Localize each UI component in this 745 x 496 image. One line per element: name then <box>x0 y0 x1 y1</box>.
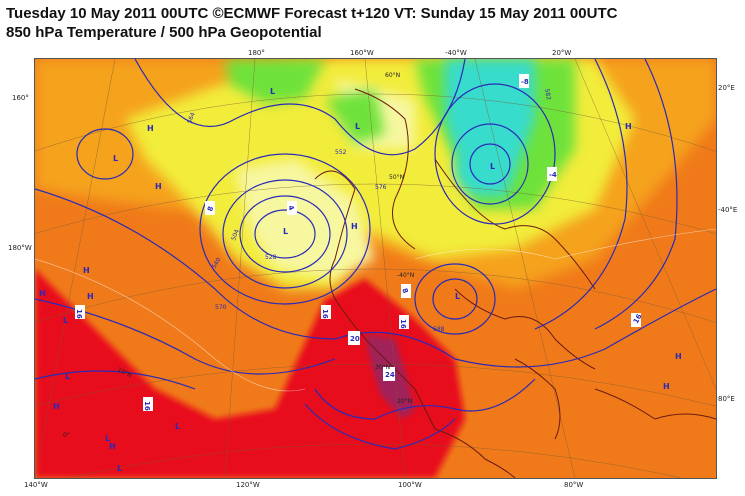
temperature-label-box: 16 <box>143 397 153 411</box>
low-pressure-marker: L <box>455 292 460 301</box>
top-axis-label: 180° <box>248 49 265 57</box>
bottom-axis-label: 120°W <box>236 481 260 489</box>
high-pressure-marker: H <box>663 382 670 391</box>
left-axis-label: 180°W <box>8 244 32 252</box>
high-pressure-marker: H <box>155 182 162 191</box>
svg-text:16: 16 <box>321 309 329 319</box>
left-axis-label: 160° <box>12 94 29 102</box>
contour-label: 576 <box>375 184 387 191</box>
svg-text:8: 8 <box>206 205 215 212</box>
bottom-axis-label: 140°W <box>24 481 48 489</box>
svg-text:4: 4 <box>286 204 295 211</box>
temperature-label-box: 16 <box>631 313 644 327</box>
low-pressure-marker: L <box>105 434 110 443</box>
temperature-label-box: 16 <box>399 315 409 329</box>
right-axis-label: -40°E <box>718 206 738 214</box>
high-pressure-marker: H <box>625 122 632 131</box>
latitude-label: 0° <box>63 432 70 439</box>
graticule <box>35 59 716 478</box>
high-pressure-marker: H <box>675 352 682 361</box>
temperature-label-box: 8 <box>205 201 215 215</box>
contour-label: 528 <box>265 254 277 261</box>
contour-label: 552 <box>335 149 347 156</box>
right-axis-label: 80°E <box>718 395 735 403</box>
svg-text:16: 16 <box>399 319 407 329</box>
top-axis-label: 20°W <box>552 49 572 57</box>
temperature-contours <box>35 228 716 392</box>
high-pressure-marker: H <box>39 289 46 298</box>
low-pressure-marker: L <box>270 87 275 96</box>
temperature-label-box: 4 <box>286 201 297 215</box>
low-pressure-marker: L <box>283 227 288 236</box>
temperature-label-box: -4 <box>547 167 557 181</box>
contour-label: 540 <box>211 256 223 270</box>
geopotential-contours <box>35 59 716 450</box>
high-pressure-marker: H <box>53 402 60 411</box>
title-block: Tuesday 10 May 2011 00UTC ©ECMWF Forecas… <box>6 4 617 42</box>
bottom-axis-label: 100°W <box>398 481 422 489</box>
low-pressure-marker: L <box>65 372 70 381</box>
top-axis-label: -40°W <box>445 49 467 57</box>
temperature-label-box: 16 <box>321 305 331 319</box>
latitude-label: -40°N <box>397 272 414 279</box>
svg-text:20: 20 <box>350 335 360 343</box>
contour-value-labels: 504 528 540 552 564 570 576 582 588 <box>186 88 552 333</box>
latitude-label: 30°N <box>375 364 390 371</box>
hot-temperature-region <box>35 269 465 478</box>
contour-label: 564 <box>186 111 197 124</box>
contour-label: 582 <box>543 88 552 101</box>
high-pressure-marker: H <box>351 222 358 231</box>
bottom-axis-label: 80°W <box>564 481 584 489</box>
low-pressure-marker: L <box>490 162 495 171</box>
contour-label: 504 <box>230 228 241 241</box>
pressure-markers: L L L L L L L L L L L H H H H H H H H H … <box>39 87 682 473</box>
svg-text:-4: -4 <box>549 171 557 179</box>
temperature-label-box: 16 <box>75 305 85 319</box>
low-pressure-marker: L <box>113 154 118 163</box>
high-pressure-marker: H <box>83 266 90 275</box>
temperature-label-box: 8 <box>400 284 411 298</box>
temperature-label-box: 24 <box>383 367 395 381</box>
svg-text:16: 16 <box>143 401 151 411</box>
right-axis-label: 20°E <box>718 84 735 92</box>
contour-label: 588 <box>433 326 445 333</box>
temperature-label-box: -8 <box>519 74 529 88</box>
low-pressure-marker: L <box>355 122 360 131</box>
low-pressure-marker: L <box>63 316 68 325</box>
low-pressure-marker: L <box>117 464 122 473</box>
temperature-labels: 16 16 16 16 16 20 <box>75 74 644 411</box>
latitude-label: 20°N <box>397 398 412 405</box>
forecast-map: L L L L L L L L L L L H H H H H H H H H … <box>34 58 717 479</box>
map-svg: L L L L L L L L L L L H H H H H H H H H … <box>35 59 716 478</box>
latitude-label: 60°N <box>385 72 400 79</box>
svg-text:-8: -8 <box>521 78 529 86</box>
high-pressure-marker: H <box>147 124 154 133</box>
high-pressure-marker: H <box>87 292 94 301</box>
svg-text:16: 16 <box>75 309 83 319</box>
top-axis-label: 160°W <box>350 49 374 57</box>
chart-title: Tuesday 10 May 2011 00UTC ©ECMWF Forecas… <box>6 5 618 22</box>
temperature-label-box: 20 <box>348 331 360 345</box>
svg-text:16: 16 <box>632 313 644 326</box>
chart-subtitle: 850 hPa Temperature / 500 hPa Geopotenti… <box>6 24 322 41</box>
coldest-temperature-region <box>445 59 535 199</box>
svg-text:24: 24 <box>385 371 395 379</box>
low-pressure-marker: L <box>175 422 180 431</box>
contour-label: 570 <box>215 304 227 311</box>
svg-text:8: 8 <box>400 287 409 294</box>
latitude-label: 50°N <box>389 174 404 181</box>
coastline <box>314 88 716 478</box>
high-pressure-marker: H <box>109 442 116 451</box>
